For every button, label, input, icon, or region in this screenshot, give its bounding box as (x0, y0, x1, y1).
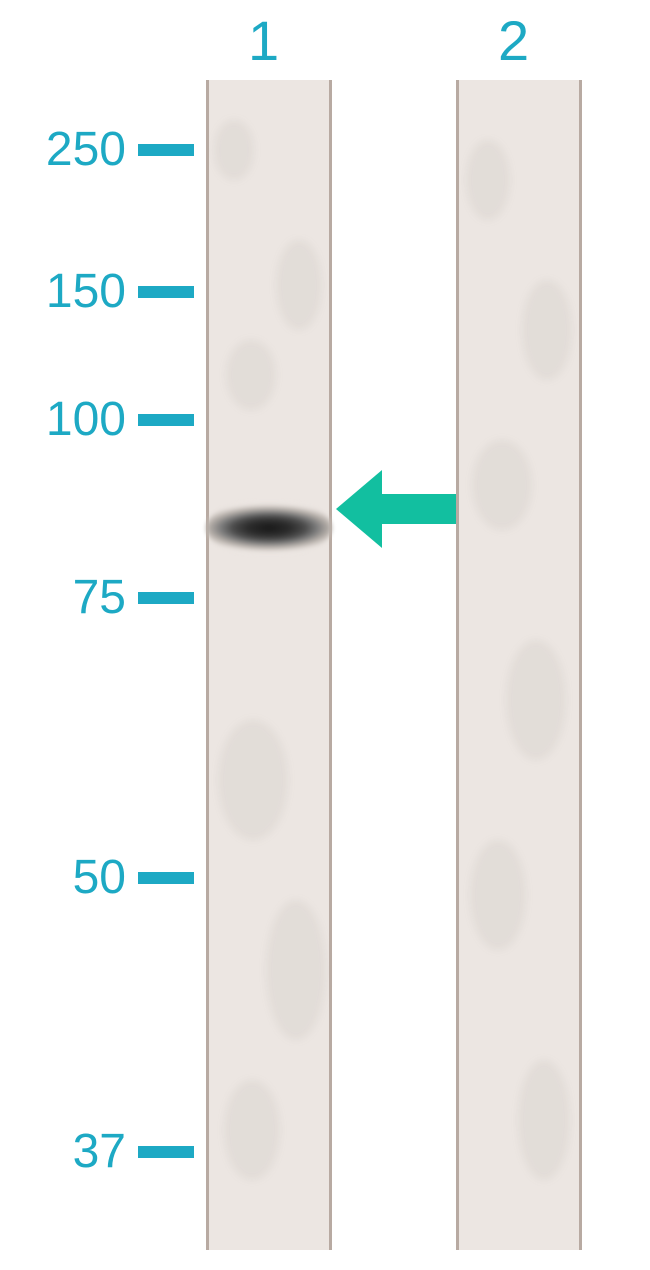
lane-2 (456, 80, 582, 1250)
mw-label-50: 50 (16, 850, 126, 905)
lane-label-2: 2 (498, 8, 529, 73)
band-indicator-arrow-icon (336, 470, 456, 548)
mw-tick-50 (138, 872, 194, 884)
mw-tick-37 (138, 1146, 194, 1158)
lane-1 (206, 80, 332, 1250)
lane-2-edge-left (456, 80, 459, 1250)
western-blot-figure: 1 2 250 150 100 75 50 37 (0, 0, 650, 1270)
lane-1-edge-right (329, 80, 332, 1250)
lane-1-edge-left (206, 80, 209, 1250)
mw-tick-250 (138, 144, 194, 156)
lane-label-1: 1 (248, 8, 279, 73)
mw-tick-150 (138, 286, 194, 298)
mw-label-75: 75 (16, 570, 126, 625)
mw-label-150: 150 (16, 264, 126, 319)
mw-tick-75 (138, 592, 194, 604)
lane-2-edge-right (579, 80, 582, 1250)
mw-label-250: 250 (16, 122, 126, 177)
protein-band-lane1 (206, 502, 332, 554)
mw-label-100: 100 (16, 392, 126, 447)
mw-tick-100 (138, 414, 194, 426)
mw-label-37: 37 (16, 1124, 126, 1179)
